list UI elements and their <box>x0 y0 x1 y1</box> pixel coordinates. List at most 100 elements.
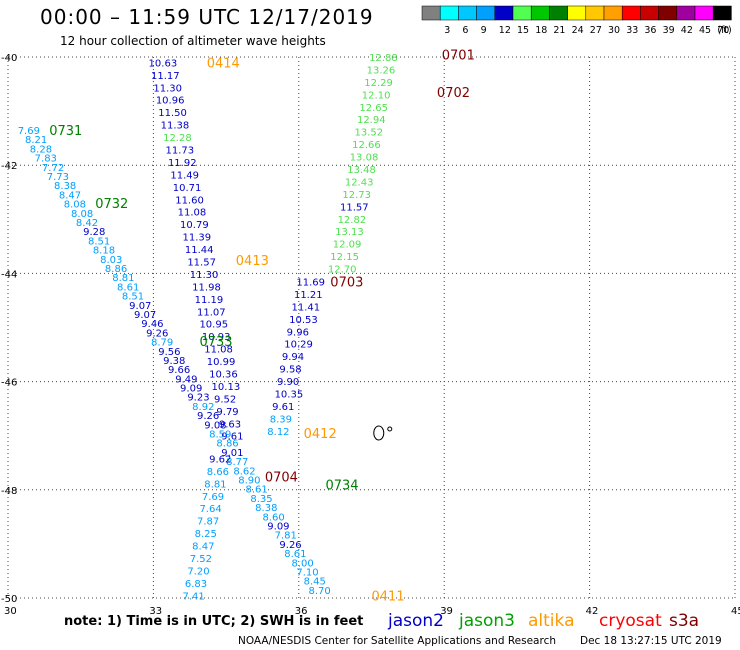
wave-height-value: 10.79 <box>180 220 209 231</box>
wave-height-value: 11.49 <box>170 170 199 181</box>
wave-height-value: 9.66 <box>168 365 190 376</box>
wave-height-value: 9.26 <box>146 328 168 339</box>
island-shape <box>373 425 385 441</box>
wave-height-value: 11.57 <box>340 202 369 213</box>
wave-height-value: 8.21 <box>25 135 47 146</box>
wave-height-value: 8.12 <box>267 427 289 438</box>
wave-height-value: 10.35 <box>275 390 304 401</box>
wave-height-value: 8.66 <box>207 467 229 478</box>
scale-label: 33 <box>626 25 638 36</box>
scale-swatch <box>549 5 568 21</box>
wave-height-value: 8.86 <box>105 264 127 275</box>
wave-height-value: 12.15 <box>330 252 359 263</box>
wave-height-value: 8.62 <box>233 466 255 477</box>
wave-height-value: 7.87 <box>197 517 219 528</box>
wave-height-value: 8.35 <box>250 494 272 505</box>
wave-height-value: 8.70 <box>308 586 330 597</box>
lon-tick-label: 30 <box>4 606 17 617</box>
longitude-tick-labels: 30 33 36 39 42 45 <box>4 606 740 617</box>
pass-label: 0703 <box>330 276 363 291</box>
scale-swatch <box>421 5 441 21</box>
wave-height-value: 8.92 <box>192 402 214 413</box>
wave-height-value: 8.81 <box>204 479 226 490</box>
wave-height-value: 8.81 <box>112 273 134 284</box>
wave-height-value: 8.47 <box>192 542 214 553</box>
wave-height-value: 12.10 <box>362 90 391 101</box>
wave-height-value: 9.23 <box>187 393 209 404</box>
wave-height-value: 7.20 <box>187 566 209 577</box>
lon-tick-label: 33 <box>149 606 162 617</box>
wave-height-value: 8.38 <box>54 181 76 192</box>
wave-height-value: 13.48 <box>347 165 376 176</box>
wave-height-value: 10.29 <box>284 340 313 351</box>
satellite-legend: jason2 jason3 altika cryosat s3a <box>387 611 699 631</box>
scale-label: 36 <box>644 25 656 36</box>
lon-tick-label: 36 <box>295 606 308 617</box>
scale-label: 39 <box>663 25 675 36</box>
scale-label: 12 <box>499 25 511 36</box>
map-title: 00:00 – 11:59 UTC 12/17/2019 <box>40 5 374 29</box>
wave-height-value: 7.73 <box>47 172 69 183</box>
wave-height-value: 11.57 <box>187 257 216 268</box>
wave-height-value: 12.70 <box>328 265 357 276</box>
wave-height-value: 10.99 <box>207 357 236 368</box>
scale-swatch <box>621 5 641 21</box>
wave-height-value: 8.47 <box>59 190 81 201</box>
lon-tick-label: 45 <box>731 606 740 617</box>
pass-label: 0411 <box>372 589 405 604</box>
wave-height-value: 11.39 <box>182 233 211 244</box>
wave-height-value: 12.73 <box>342 190 371 201</box>
lat-tick-label: -48 <box>1 486 17 497</box>
wave-height-value: 11.98 <box>192 282 221 293</box>
wave-height-value: 6.83 <box>185 579 207 590</box>
wave-height-value: 10.13 <box>212 382 241 393</box>
color-scale-legend: 3 6 9 12 15 18 21 24 27 30 33 36 39 42 45 70(ft) <box>421 5 732 36</box>
map-subtitle: 12 hour collection of altimeter wave hei… <box>60 34 326 48</box>
scale-label: 21 <box>553 25 565 36</box>
wave-height-value: 8.77 <box>226 457 248 468</box>
scale-swatch <box>494 5 514 21</box>
wave-height-value: 12.28 <box>163 133 192 144</box>
pass-label: 0702 <box>437 86 470 101</box>
wave-height-value: 8.61 <box>117 282 139 293</box>
wave-height-value: 10.93 <box>202 332 231 343</box>
lat-tick-label: -44 <box>1 269 17 280</box>
wave-height-value: 9.63 <box>219 419 241 430</box>
wave-height-value: 7.69 <box>18 126 40 137</box>
wave-height-value: 9.07 <box>134 310 156 321</box>
wave-height-value: 12.82 <box>338 215 367 226</box>
wave-height-value: 11.21 <box>294 290 323 301</box>
wave-height-value: 9.58 <box>279 365 301 376</box>
wave-height-value: 8.39 <box>270 414 292 425</box>
wave-height-value: 11.60 <box>175 195 204 206</box>
footer-credit: NOAA/NESDIS Center for Satellite Applica… <box>238 635 556 647</box>
wave-height-value: 11.38 <box>161 121 190 132</box>
wave-height-value: 11.08 <box>178 208 207 219</box>
latitude-tick-labels: -40 -42 -44 -46 -48 -50 <box>1 53 17 605</box>
wave-height-value: 12.66 <box>352 140 381 151</box>
wave-height-value: 8.61 <box>284 549 306 560</box>
scale-swatch <box>567 5 587 21</box>
wave-height-value: 9.26 <box>197 411 219 422</box>
wave-height-value: 8.59 <box>209 430 231 441</box>
wave-height-value: 9.96 <box>287 327 309 338</box>
wave-height-value: 8.51 <box>122 292 144 303</box>
wave-height-value: 9.61 <box>272 402 294 413</box>
wave-height-value: 13.08 <box>350 153 379 164</box>
wave-height-value: 7.69 <box>202 492 224 503</box>
lon-tick-label: 42 <box>586 606 599 617</box>
wave-height-value: 12.88 <box>369 53 398 64</box>
wave-height-value: 9.62 <box>209 454 231 465</box>
wave-height-value: 10.71 <box>173 183 202 194</box>
pass-label: 0704 <box>265 470 298 485</box>
wave-height-value: 9.61 <box>221 432 243 443</box>
wave-height-value: 11.08 <box>204 345 233 356</box>
lat-tick-label: -46 <box>1 378 17 389</box>
pass-label: 0413 <box>236 254 269 269</box>
lat-tick-label: -50 <box>1 594 17 605</box>
wave-height-value: 7.64 <box>199 504 221 515</box>
lat-tick-label: -40 <box>1 53 17 64</box>
pass-label: 0733 <box>199 335 232 350</box>
scale-swatch <box>658 5 678 21</box>
